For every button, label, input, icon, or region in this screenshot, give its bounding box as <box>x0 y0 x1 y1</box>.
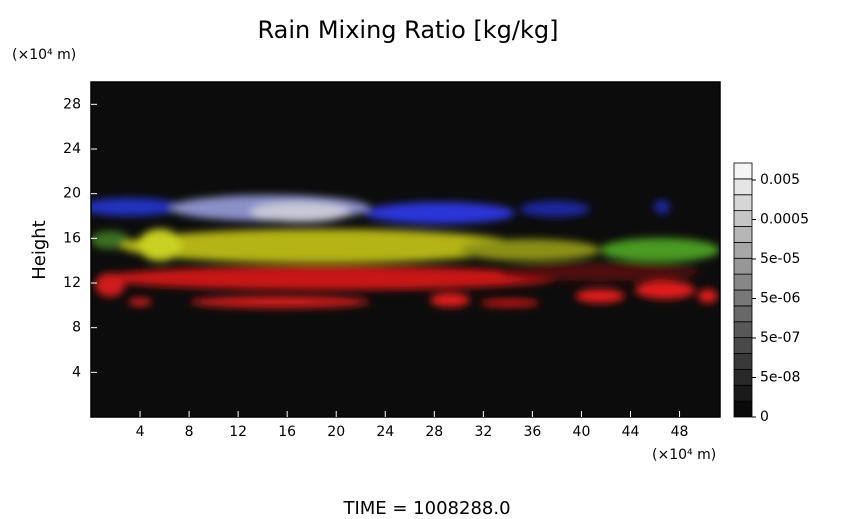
x-tick-label: 44 <box>622 424 640 440</box>
colorbar-band <box>733 273 753 291</box>
x-tick-label: 36 <box>523 424 541 440</box>
colorbar-band <box>733 162 753 180</box>
colorbar-band <box>733 226 753 243</box>
plot-frame <box>90 81 721 418</box>
colorbar-band <box>733 384 753 402</box>
footer: TIME = 1008288.0 <box>342 498 510 519</box>
blob <box>250 202 350 222</box>
colorbar-band <box>733 178 753 196</box>
x-tick-label: 8 <box>185 424 194 440</box>
y-tick-label: 28 <box>63 96 81 112</box>
colorbar: 0 5e-08 5e-07 5e-06 5e-05 0.0005 0.005 <box>733 162 809 425</box>
y-unit: (×10⁴ m) <box>12 47 76 63</box>
blob <box>654 200 670 214</box>
x-tick-label: 40 <box>573 424 591 440</box>
x-unit: (×10⁴ m) <box>652 447 716 463</box>
blob <box>698 289 718 303</box>
blob <box>95 273 125 297</box>
colorbar-tick-label: 0 <box>760 409 769 425</box>
colorbar-band <box>733 241 753 259</box>
x-tick-label: 16 <box>278 424 296 440</box>
x-tick-label: 48 <box>671 424 689 440</box>
x-tick-label: 24 <box>376 424 394 440</box>
colorbar-tick-label: 5e-08 <box>760 370 800 386</box>
x-tick-label: 32 <box>474 424 492 440</box>
colorbar-band <box>733 257 753 275</box>
blob <box>460 239 600 261</box>
blob <box>365 202 515 224</box>
y-axis-label: Height <box>29 220 50 280</box>
colorbar-tick-label: 0.005 <box>760 172 800 188</box>
blob <box>120 229 520 263</box>
colorbar-tick-label: 5e-05 <box>760 251 800 267</box>
colorbar-band <box>733 210 753 227</box>
colorbar-band <box>733 289 753 307</box>
y-tick-label: 8 <box>72 320 81 336</box>
colorbar-band <box>733 305 753 323</box>
chart-title: Rain Mixing Ratio [kg/kg] <box>257 16 558 44</box>
x-tick-label: 20 <box>327 424 345 440</box>
blob <box>91 231 130 249</box>
blob <box>635 281 695 299</box>
y-tick-label: 4 <box>72 364 81 380</box>
blob <box>128 298 152 306</box>
blob <box>138 229 182 261</box>
x-tick-label: 12 <box>229 424 247 440</box>
blob <box>430 293 470 307</box>
y-tick-label: 20 <box>63 186 81 202</box>
colorbar-tick-label: 5e-07 <box>760 330 800 346</box>
x-tick-label: 4 <box>136 424 145 440</box>
blob <box>600 238 720 262</box>
blob <box>575 289 625 303</box>
y-tick-label: 12 <box>63 275 81 291</box>
colorbar-band <box>733 400 753 418</box>
colorbar-band <box>733 194 753 212</box>
blob <box>91 198 180 216</box>
blob <box>520 201 590 217</box>
colorbar-band <box>733 321 753 339</box>
x-tick-label: 28 <box>425 424 443 440</box>
volume-render <box>91 195 720 308</box>
colorbar-tick-label: 0.0005 <box>760 212 809 228</box>
y-tick-label: 16 <box>63 230 81 246</box>
y-tick-label: 24 <box>63 141 81 157</box>
blob <box>480 299 540 307</box>
blob <box>190 296 370 308</box>
colorbar-tick-label: 5e-06 <box>760 291 800 307</box>
blob <box>100 266 560 290</box>
blob <box>500 263 700 281</box>
colorbar-band <box>733 337 753 354</box>
colorbar-band <box>733 353 753 370</box>
colorbar-band <box>733 368 753 386</box>
